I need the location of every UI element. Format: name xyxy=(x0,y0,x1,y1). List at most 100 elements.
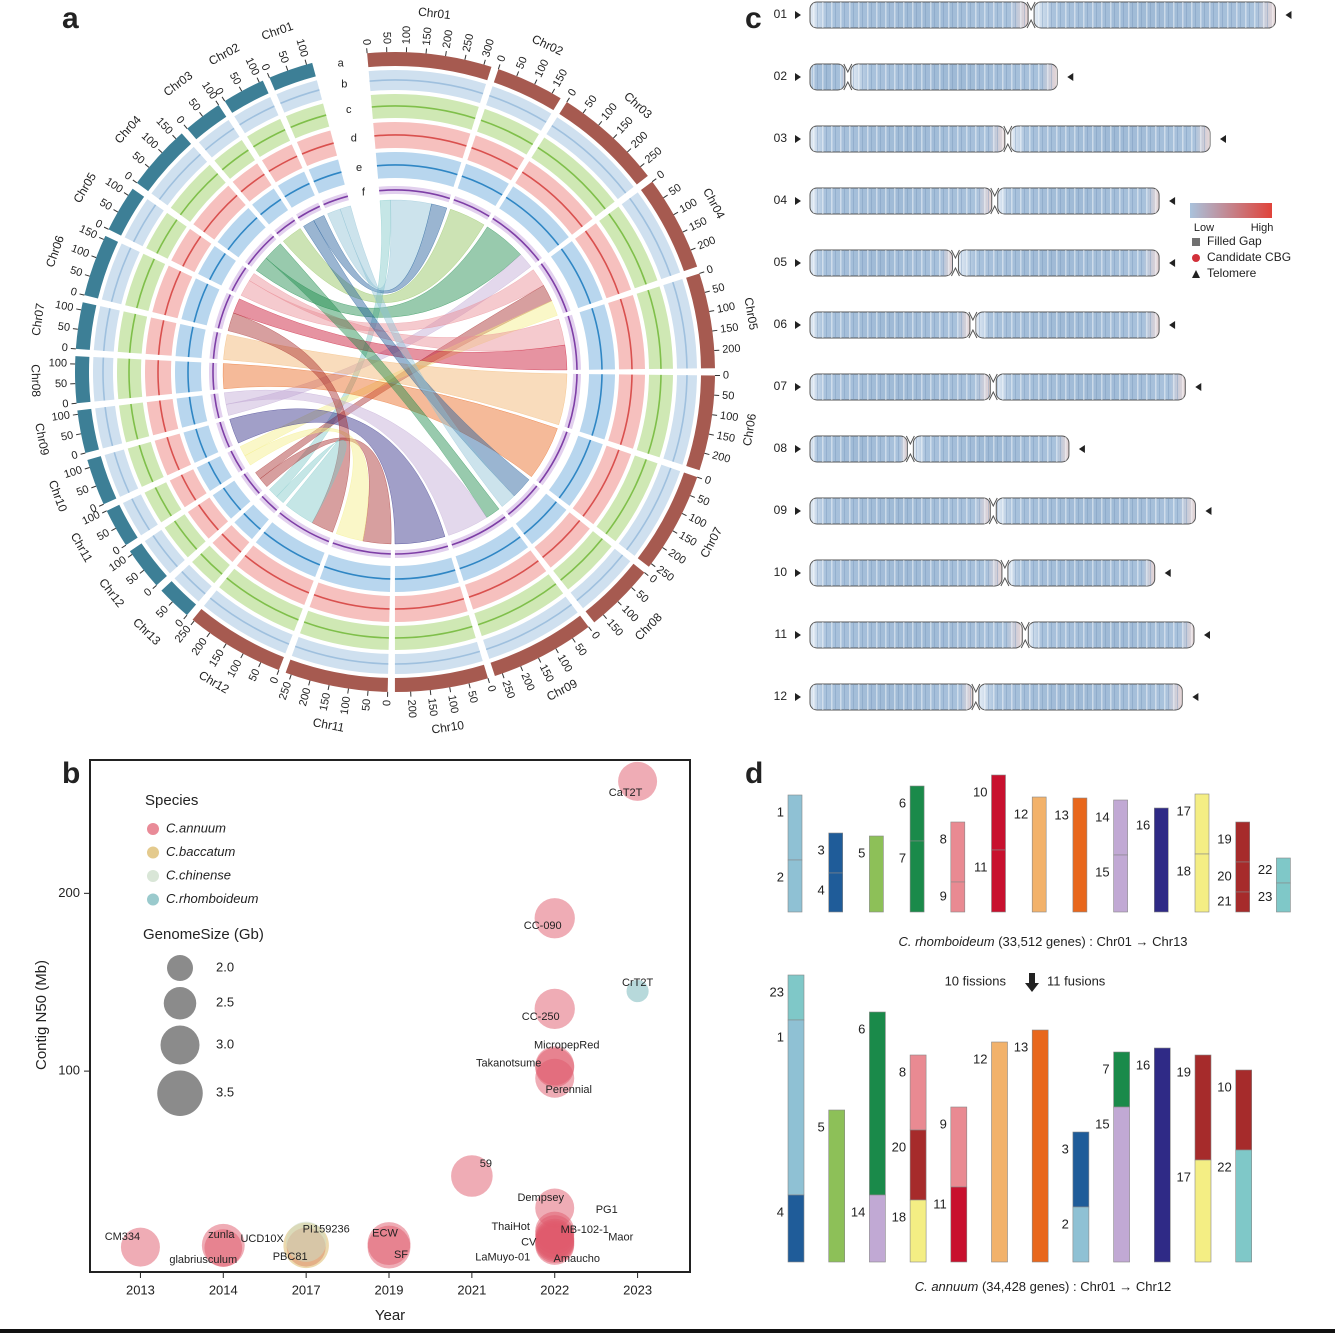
tick-label: 100 xyxy=(445,694,460,714)
track-letter: b xyxy=(341,78,347,90)
tick-mark xyxy=(682,229,688,233)
tick-label: 0 xyxy=(212,86,225,98)
start-arrow xyxy=(795,507,801,515)
chromosome-label: Chr08 xyxy=(29,364,44,397)
chromosome-arc xyxy=(74,356,91,404)
arm-texture xyxy=(810,312,970,338)
chromosome-label: Chr01 xyxy=(259,19,295,43)
track-line xyxy=(197,504,219,531)
centromere xyxy=(1000,559,1010,587)
track-line xyxy=(253,129,286,148)
tick-mark xyxy=(347,688,349,694)
tick-label: 100 xyxy=(687,511,709,530)
track-band xyxy=(486,86,552,131)
point-label: glabriusculum xyxy=(169,1254,237,1266)
segment-label: 17 xyxy=(1177,803,1191,818)
track-band xyxy=(373,121,471,159)
track-line xyxy=(294,645,389,665)
track-line xyxy=(221,149,249,171)
arm-texture xyxy=(810,436,908,462)
chromosome-label: 05 xyxy=(774,255,788,269)
chromosome-label: Chr04 xyxy=(700,186,728,222)
marker-label: Telomere xyxy=(1207,266,1257,280)
segment-label: 15 xyxy=(1095,1116,1109,1131)
segment-label: 19 xyxy=(1217,831,1231,846)
tick-mark xyxy=(258,662,262,668)
bubble xyxy=(451,1155,493,1197)
tick-mark xyxy=(80,452,86,455)
centromere xyxy=(990,187,1000,215)
chromosome-label: 07 xyxy=(774,379,788,393)
bubble xyxy=(535,1058,575,1098)
arm-texture xyxy=(810,64,845,90)
track-line xyxy=(485,603,573,651)
segment xyxy=(1235,821,1250,863)
track-line xyxy=(647,374,662,454)
tick-label: 150 xyxy=(604,617,625,639)
track-line xyxy=(136,258,155,309)
tick-mark xyxy=(699,271,705,274)
tick-mark xyxy=(572,637,576,643)
segment xyxy=(991,849,1006,913)
arm-texture xyxy=(810,188,992,214)
segment xyxy=(1031,1029,1049,1263)
segment-label: 12 xyxy=(1014,806,1028,821)
track-band xyxy=(319,554,391,592)
tick-mark xyxy=(127,554,133,558)
segment-label: 23 xyxy=(770,984,784,999)
tick-mark xyxy=(449,687,452,693)
tick-mark xyxy=(662,547,667,551)
track-line xyxy=(371,105,476,120)
arm-texture xyxy=(1010,126,1210,152)
tick-label: 50 xyxy=(711,281,726,296)
tick-mark xyxy=(704,290,710,293)
tick-label: 150 xyxy=(154,115,175,137)
chromosome-arc xyxy=(686,375,715,471)
segment xyxy=(1031,796,1047,913)
chromosome-arc xyxy=(285,659,388,692)
tick-label: 0 xyxy=(655,168,667,181)
track-line xyxy=(323,565,391,580)
tick-mark xyxy=(101,510,107,514)
tick-mark xyxy=(617,601,622,606)
track-band xyxy=(474,574,564,637)
tick-label: 150 xyxy=(614,115,635,137)
tick-label: 0 xyxy=(647,573,659,586)
segment xyxy=(1113,799,1128,856)
tick-label: 100 xyxy=(339,696,354,716)
centromere xyxy=(968,311,978,339)
chromosome-arc xyxy=(75,302,97,350)
tick-mark xyxy=(497,64,501,70)
track-band xyxy=(394,586,468,622)
tick-label: 50 xyxy=(60,429,74,443)
tick-label: 50 xyxy=(97,197,114,214)
arm-texture xyxy=(810,684,973,710)
segment-label: 13 xyxy=(1014,1039,1028,1054)
chromosome-arc xyxy=(367,51,492,81)
tick-mark xyxy=(501,673,505,679)
arm-texture xyxy=(810,560,1002,586)
tick-label: 0 xyxy=(62,398,69,411)
tick-mark xyxy=(240,653,244,659)
segment xyxy=(950,1186,968,1263)
tick-mark xyxy=(168,601,173,606)
tick-mark xyxy=(697,476,703,480)
track-band xyxy=(291,637,389,674)
tick-mark xyxy=(681,512,687,517)
track-line xyxy=(303,621,389,639)
segment-label: 23 xyxy=(1258,889,1272,904)
marker-label: Filled Gap xyxy=(1207,234,1262,248)
tick-label: 150 xyxy=(716,430,736,445)
track-line xyxy=(212,362,215,390)
track-band xyxy=(370,94,479,130)
tick-mark xyxy=(223,643,227,649)
segment xyxy=(1154,1047,1171,1263)
track-line xyxy=(260,198,282,216)
caption-species: C. rhomboideum xyxy=(898,934,994,949)
chromosome-label: Chr10 xyxy=(431,718,466,737)
tick-label: 0 xyxy=(111,544,123,557)
track-line xyxy=(154,487,172,517)
chromosome-arc xyxy=(637,472,698,567)
track-band xyxy=(375,152,462,188)
